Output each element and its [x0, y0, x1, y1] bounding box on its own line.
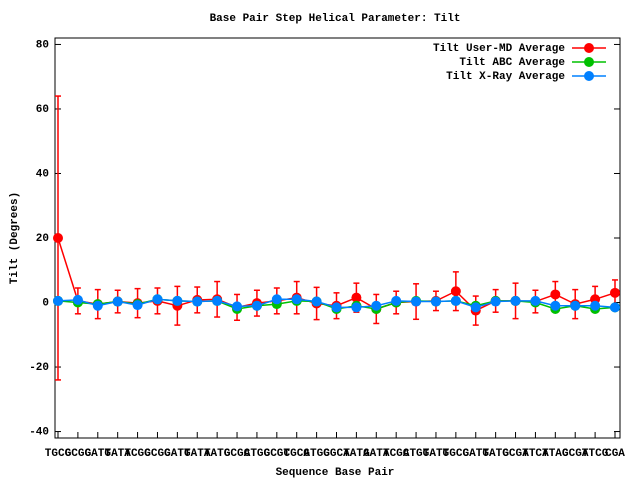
data-point: [112, 296, 123, 307]
data-point: [53, 295, 63, 306]
data-point: [271, 294, 282, 305]
x-tick-label: GATG: [164, 448, 191, 460]
x-tick-label: GCGT: [502, 448, 529, 460]
legend-marker: [584, 57, 594, 67]
data-point: [470, 302, 481, 313]
legend-label: Tilt ABC Average: [459, 57, 565, 69]
x-tick-label: ATGG: [403, 448, 430, 460]
legend-label: Tilt User-MD Average: [433, 43, 565, 55]
data-point: [53, 233, 63, 243]
legend-marker: [584, 43, 594, 53]
x-tick-label: CATG: [463, 448, 490, 460]
x-tick-label: TGCG: [443, 448, 470, 460]
x-tick-label: GCGT: [562, 448, 589, 460]
data-point: [311, 296, 322, 307]
x-tick-label: TCGC: [124, 448, 151, 460]
x-tick-label: GATA: [363, 448, 390, 460]
data-point: [351, 302, 362, 313]
chart-title: Base Pair Step Helical Parameter: Tilt: [210, 13, 461, 25]
data-point: [92, 300, 103, 311]
legend-label: Tilt X-Ray Average: [446, 71, 565, 83]
x-tick-label: GCGT: [264, 448, 291, 460]
data-point: [430, 296, 441, 307]
y-tick-label: 40: [36, 168, 49, 180]
x-tick-label: TATA: [104, 448, 131, 460]
data-point: [291, 294, 302, 305]
data-point: [550, 300, 561, 311]
data-point: [232, 301, 243, 312]
data-point: [331, 302, 342, 313]
data-point: [610, 302, 620, 313]
data-point: [510, 295, 521, 306]
data-point: [530, 295, 541, 306]
x-tick-label: ATAC: [542, 448, 569, 460]
data-point: [72, 294, 83, 305]
x-tick-label: TATA: [184, 448, 211, 460]
x-tick-label: TATG: [482, 448, 509, 460]
data-point: [251, 300, 262, 311]
x-tick-label: TCGC: [383, 448, 410, 460]
data-point: [450, 286, 461, 297]
data-point: [192, 296, 203, 307]
data-point: [411, 296, 422, 307]
x-tick-label: GCGC: [144, 448, 171, 460]
x-tick-label: TGCG: [45, 448, 72, 460]
data-point: [132, 300, 143, 311]
data-point: [490, 296, 501, 307]
legend-marker: [584, 71, 594, 81]
y-tick-label: 20: [36, 233, 49, 245]
x-tick-label: CGCG: [284, 448, 311, 460]
x-tick-label: TATA: [343, 448, 370, 460]
x-tick-label: GCGC: [65, 448, 92, 460]
x-axis-label: Sequence Base Pair: [276, 467, 395, 479]
data-point: [590, 300, 601, 311]
x-tick-label: ATCG: [582, 448, 609, 460]
data-point: [351, 292, 362, 303]
y-axis-label: Tilt (Degrees): [9, 192, 21, 284]
x-tick-label: CGA: [605, 448, 625, 460]
x-tick-label: ATGC: [244, 448, 271, 460]
data-point: [371, 300, 382, 311]
data-point: [450, 295, 461, 306]
data-point: [550, 289, 561, 300]
y-tick-label: 60: [36, 104, 49, 116]
data-point: [172, 295, 183, 306]
data-point: [152, 294, 163, 305]
x-tick-label: ATGG: [303, 448, 330, 460]
x-tick-label: GCGC: [224, 448, 251, 460]
data-point: [570, 300, 581, 311]
x-tick-label: CGCA: [323, 448, 350, 460]
data-point: [391, 295, 402, 306]
plot-frame: [54, 37, 621, 439]
data-point: [610, 287, 620, 298]
y-tick-label: 0: [42, 297, 49, 309]
y-tick-label: -40: [29, 426, 49, 438]
data-point: [212, 295, 223, 306]
x-tick-label: TATG: [423, 448, 450, 460]
y-tick-label: -20: [29, 362, 49, 374]
y-tick-label: 80: [36, 39, 49, 51]
x-tick-label: TATG: [204, 448, 231, 460]
x-tick-label: ATCT: [522, 448, 549, 460]
x-tick-label: GATG: [85, 448, 112, 460]
